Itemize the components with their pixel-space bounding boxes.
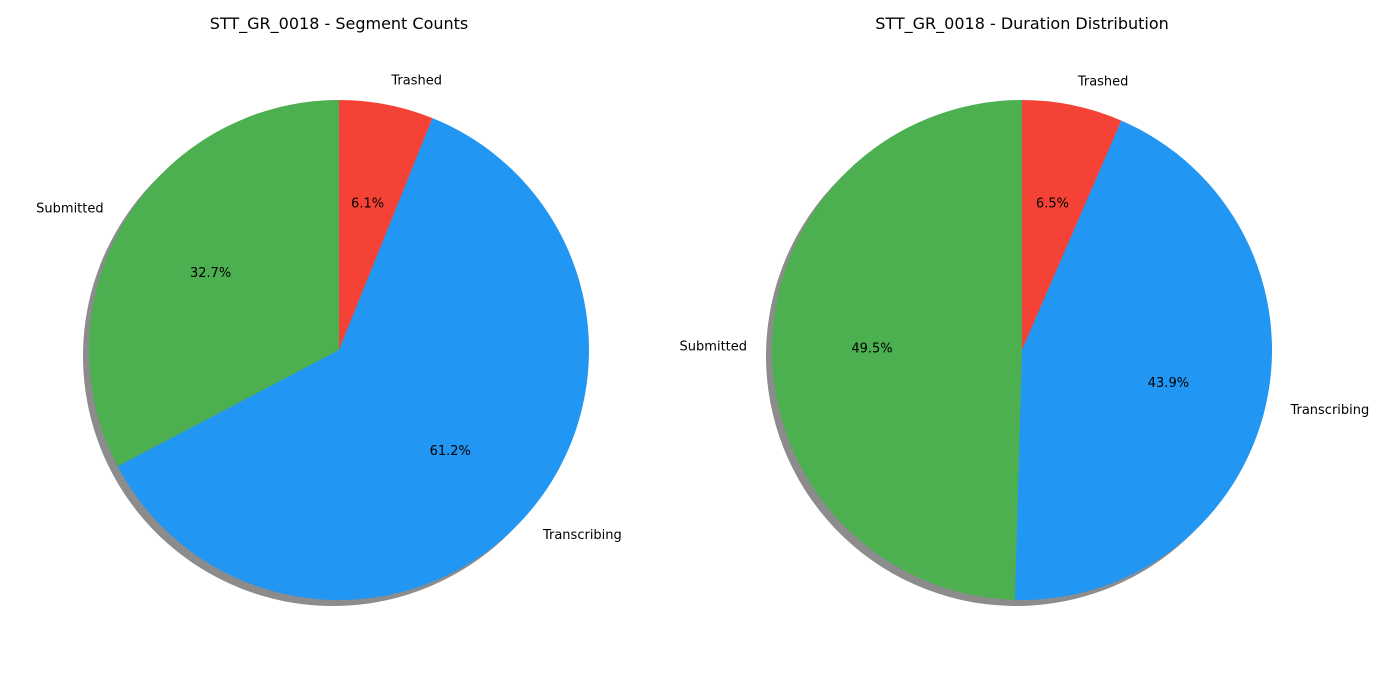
slice-percent-submitted: 49.5% xyxy=(851,341,892,356)
slice-label-submitted: Submitted xyxy=(36,201,103,216)
slice-percent-trashed: 6.5% xyxy=(1036,197,1069,212)
pie-labels: Trashed 6.5% Transcribing 43.9% Submitted 49.… xyxy=(680,74,1370,418)
pie-labels: Trashed 6.1% Transcribing 61.2% Submitted 32.… xyxy=(36,74,622,543)
pie-slice-transcribing xyxy=(117,118,589,600)
slice-label-trashed: Trashed xyxy=(390,74,442,89)
slice-percent-transcribing: 61.2% xyxy=(430,444,471,459)
slice-label-transcribing: Transcribing xyxy=(542,528,622,543)
pie-slices xyxy=(88,100,589,600)
chart-title: STT_GR_0018 - Segment Counts xyxy=(210,14,469,34)
slice-percent-trashed: 6.1% xyxy=(351,196,384,211)
pie-slice-submitted xyxy=(88,100,339,467)
pie-slice-trashed xyxy=(1022,100,1122,350)
pie-slice-submitted xyxy=(771,100,1022,600)
segment-counts-pie-chart: STT_GR_0018 - Segment Counts Trashed 6.1%… xyxy=(36,14,622,606)
slice-label-submitted: Submitted xyxy=(680,340,747,355)
slice-percent-submitted: 32.7% xyxy=(190,266,231,281)
pie-slice-transcribing xyxy=(1014,120,1273,601)
slice-label-transcribing: Transcribing xyxy=(1289,403,1369,418)
chart-title: STT_GR_0018 - Duration Distribution xyxy=(875,14,1169,34)
pie-slice-trashed xyxy=(339,100,433,350)
slice-label-trashed: Trashed xyxy=(1077,74,1129,89)
slice-percent-transcribing: 43.9% xyxy=(1148,376,1189,391)
duration-distribution-pie-chart: STT_GR_0018 - Duration Distribution Tras… xyxy=(680,14,1370,607)
pie-slices xyxy=(771,100,1273,601)
